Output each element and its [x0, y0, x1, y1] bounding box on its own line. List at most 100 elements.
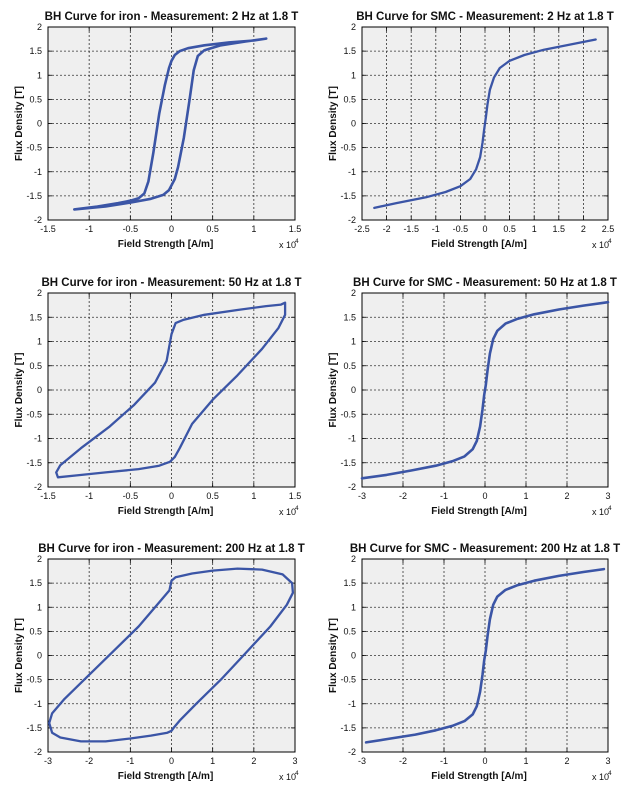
y-tick-label: 0 — [351, 119, 356, 129]
x-tick-label: 1 — [210, 756, 215, 766]
axes-frame — [361, 558, 609, 753]
x-axis-multiplier: x 10 — [592, 507, 609, 517]
y-tick-label: 0 — [351, 651, 356, 661]
x-axis-multiplier: x 10 — [592, 772, 609, 782]
x-tick-label: 0 — [169, 491, 174, 501]
x-tick-label: -2.5 — [354, 224, 370, 234]
y-axis-label: Flux Density [T] — [328, 352, 339, 427]
y-tick-label: 1 — [351, 70, 356, 80]
chart-panel-1: -1.5 -1 -0.5 0 0.5 1 1.5-2-1.5-1-0.500.511.52B… — [14, 11, 301, 250]
y-tick-label: 0 — [37, 385, 42, 395]
y-tick-label: 0.5 — [343, 626, 356, 636]
x-tick-label: -2 — [399, 756, 407, 766]
x-axis-multiplier: x 10 — [279, 240, 296, 250]
y-axis-label: Flux Density [T] — [328, 618, 339, 693]
x-tick-label: -1 — [432, 224, 440, 234]
x-tick-label: 1 — [532, 224, 537, 234]
x-tick-label: -1.5 — [403, 224, 419, 234]
x-tick-label: -3 — [44, 756, 52, 766]
x-tick-label: -2 — [383, 224, 391, 234]
y-tick-label: 1.5 — [343, 46, 356, 56]
y-tick-label: 1.5 — [29, 578, 42, 588]
x-tick-label: 0 — [169, 224, 174, 234]
bh-curve-line — [360, 300, 610, 480]
y-tick-label: 2 — [351, 554, 356, 564]
x-tick-label: -2 — [399, 491, 407, 501]
y-tick-label: -2 — [34, 482, 42, 492]
y-tick-label: -2 — [34, 747, 42, 757]
y-tick-label: 2 — [351, 22, 356, 32]
x-tick-label: 1 — [251, 491, 256, 501]
x-tick-label: 0.5 — [206, 491, 219, 501]
y-tick-label: -1 — [348, 699, 356, 709]
y-axis-label: Flux Density [T] — [328, 86, 339, 161]
axes-frame — [47, 292, 296, 488]
x-tick-label: -0.5 — [123, 491, 139, 501]
x-tick-label: 0 — [482, 756, 487, 766]
y-tick-label: 0.5 — [343, 361, 356, 371]
y-tick-label: 1 — [351, 337, 356, 347]
bh-curve-line — [373, 38, 597, 210]
y-tick-label: 1.5 — [29, 46, 42, 56]
y-tick-label: 0 — [351, 385, 356, 395]
y-tick-label: 1 — [37, 602, 42, 612]
x-tick-label: 3 — [605, 756, 610, 766]
x-tick-label: 0 — [482, 491, 487, 501]
x-tick-label: -1 — [440, 756, 448, 766]
x-tick-label: -1 — [126, 756, 134, 766]
chart-panel-3: -1.5 -1 -0.5 0 0.5 1 1.5-2-1.5-1-0.500.511.52B… — [14, 277, 302, 517]
y-tick-label: 2 — [37, 554, 42, 564]
y-tick-label: -1 — [348, 434, 356, 444]
x-axis-label: Field Strength [A/m] — [118, 771, 214, 782]
y-tick-label: 0.5 — [29, 626, 42, 636]
x-tick-label: 0 — [169, 756, 174, 766]
y-tick-label: 1 — [37, 70, 42, 80]
y-tick-label: 1 — [351, 602, 356, 612]
x-tick-label: -1 — [85, 491, 93, 501]
chart-title: BH Curve for SMC - Measurement: 2 Hz at … — [356, 11, 614, 23]
chart-title: BH Curve for iron - Measurement: 50 Hz a… — [41, 277, 301, 289]
x-tick-label: 3 — [292, 756, 297, 766]
chart-title: BH Curve for iron - Measurement: 2 Hz at… — [45, 11, 299, 23]
y-axis-label: Flux Density [T] — [14, 86, 25, 161]
chart-panel-2: -2.5 -2 -1.5 -1 -0.5 0 0.5 1 1.5 2 2.5-2-1.5-1-0.5… — [328, 11, 614, 250]
x-tick-label: -2 — [85, 756, 93, 766]
x-axis-multiplier-exponent: 4 — [608, 505, 612, 512]
x-axis-label: Field Strength [A/m] — [118, 239, 214, 250]
bh-curve-line — [73, 37, 268, 211]
x-tick-label: 2 — [251, 756, 256, 766]
x-axis-multiplier: x 10 — [279, 772, 296, 782]
x-axis-label: Field Strength [A/m] — [431, 239, 527, 250]
x-tick-label: 2 — [564, 491, 569, 501]
y-tick-label: -0.5 — [26, 143, 42, 153]
y-tick-label: -2 — [348, 482, 356, 492]
x-tick-label: -0.5 — [453, 224, 469, 234]
x-tick-label: 0.5 — [206, 224, 219, 234]
axes-frame — [361, 26, 609, 221]
x-tick-label: 2 — [564, 756, 569, 766]
x-tick-label: -1.5 — [40, 491, 56, 501]
x-tick-label: 1.5 — [289, 491, 302, 501]
y-tick-label: 2 — [351, 288, 356, 298]
x-axis-multiplier-exponent: 4 — [295, 238, 299, 245]
y-tick-label: -2 — [34, 215, 42, 225]
x-tick-label: -1 — [85, 224, 93, 234]
y-tick-label: 0.5 — [343, 94, 356, 104]
x-tick-label: 0 — [482, 224, 487, 234]
y-tick-label: 0 — [37, 119, 42, 129]
chart-title: BH Curve for SMC - Measurement: 200 Hz a… — [350, 543, 620, 555]
x-tick-label: 1.5 — [289, 224, 302, 234]
y-tick-label: -1.5 — [26, 191, 42, 201]
x-tick-label: 3 — [605, 491, 610, 501]
x-tick-label: 1 — [251, 224, 256, 234]
y-tick-label: 0.5 — [29, 361, 42, 371]
y-tick-label: -0.5 — [340, 143, 356, 153]
y-tick-label: 0 — [37, 651, 42, 661]
x-tick-label: 0.5 — [503, 224, 516, 234]
y-tick-label: 1.5 — [29, 312, 42, 322]
y-tick-label: 1 — [37, 337, 42, 347]
